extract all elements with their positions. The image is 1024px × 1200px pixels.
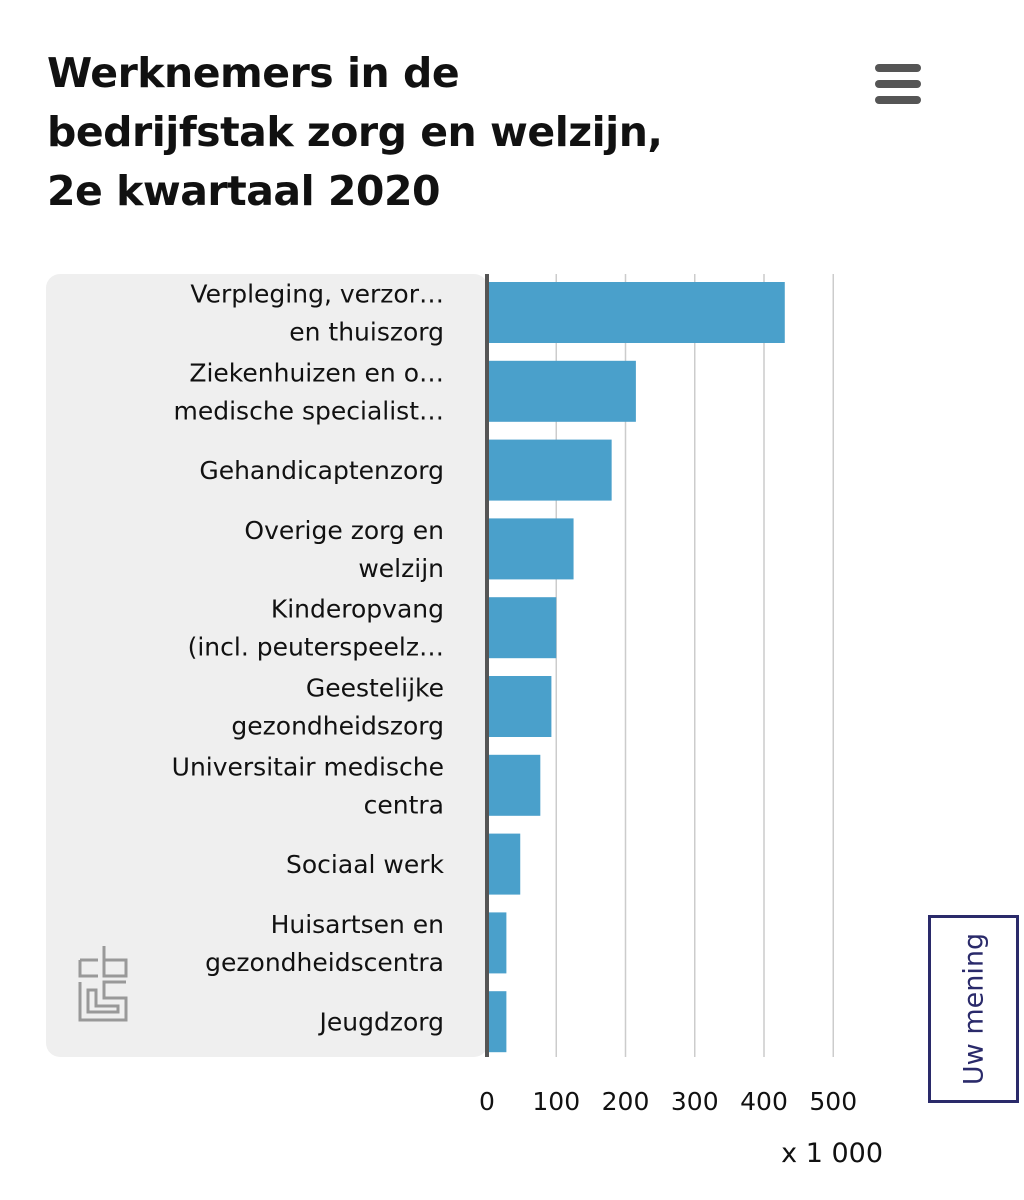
bar[interactable] <box>487 754 541 816</box>
category-label-line: Jeugdzorg <box>318 1008 444 1037</box>
bar[interactable] <box>487 282 785 343</box>
category-label-line: centra <box>364 790 444 819</box>
category-label: Geestelijke gezondheidszorg <box>231 674 444 741</box>
category-label-line: Kinderopvang <box>271 595 444 624</box>
bar[interactable] <box>487 912 507 974</box>
x-unit-label: x 1 000 <box>781 1138 883 1169</box>
x-tick-label: 300 <box>671 1087 719 1116</box>
x-tick-label: 100 <box>532 1087 580 1116</box>
category-label-line: Huisartsen en <box>271 910 444 939</box>
category-label: Jeugdzorg <box>318 1008 444 1037</box>
category-label-line: (incl. peuterspeelz… <box>188 633 444 662</box>
x-tick-labels: 0 100 200 300 400 500 <box>479 1087 857 1116</box>
category-label: Gehandicaptenzorg <box>199 456 444 485</box>
chart-title: Werknemers in de bedrijfstak zorg en wel… <box>47 44 767 221</box>
bar[interactable] <box>487 833 521 895</box>
hamburger-menu-icon[interactable] <box>872 64 924 106</box>
category-label: Verpleging, verzor… en thuiszorg <box>190 280 444 347</box>
category-label-line: Overige zorg en <box>244 516 444 545</box>
bar[interactable] <box>487 360 636 422</box>
category-label-line: en thuiszorg <box>289 318 444 347</box>
category-label-line: Sociaal werk <box>286 850 444 879</box>
category-label: Kinderopvang (incl. peuterspeelz… <box>188 595 444 662</box>
category-label: Universitair medische centra <box>172 752 444 819</box>
feedback-tab[interactable]: Uw mening <box>928 915 1019 1103</box>
category-label-line: Ziekenhuizen en o… <box>189 358 444 387</box>
category-label: Overige zorg en welzijn <box>244 516 444 583</box>
title-line: Werknemers in de <box>47 49 460 97</box>
category-label-line: gezondheidszorg <box>231 712 444 741</box>
category-label-line: Gehandicaptenzorg <box>199 456 444 485</box>
x-tick-label: 200 <box>602 1087 650 1116</box>
x-tick-label: 400 <box>740 1087 788 1116</box>
category-label: Huisartsen en gezondheidscentra <box>205 910 444 977</box>
bar[interactable] <box>487 597 557 659</box>
x-tick-label: 500 <box>809 1087 857 1116</box>
feedback-label: Uw mening <box>958 932 989 1086</box>
category-label: Ziekenhuizen en o… medische specialist… <box>174 358 445 425</box>
category-labels: Verpleging, verzor… en thuiszorg Ziekenhui… <box>172 280 445 1037</box>
category-label-line: Geestelijke <box>306 674 444 703</box>
category-label-line: Universitair medische <box>172 752 444 781</box>
category-label-line: gezondheidscentra <box>205 948 444 977</box>
category-label-panel <box>46 274 488 1057</box>
category-label-line: Verpleging, verzor… <box>190 280 444 309</box>
category-label-line: welzijn <box>358 554 444 583</box>
cbs-logo-icon <box>78 946 128 1022</box>
x-tick-label: 0 <box>479 1087 495 1116</box>
category-label-line: medische specialist… <box>174 396 445 425</box>
title-line: bedrijfstak zorg en welzijn, <box>47 108 663 156</box>
bar[interactable] <box>487 518 574 580</box>
bar[interactable] <box>487 991 507 1053</box>
title-line: 2e kwartaal 2020 <box>47 167 441 215</box>
bars <box>487 282 785 1053</box>
category-label: Sociaal werk <box>286 850 444 879</box>
bar[interactable] <box>487 439 612 501</box>
bar[interactable] <box>487 676 552 737</box>
